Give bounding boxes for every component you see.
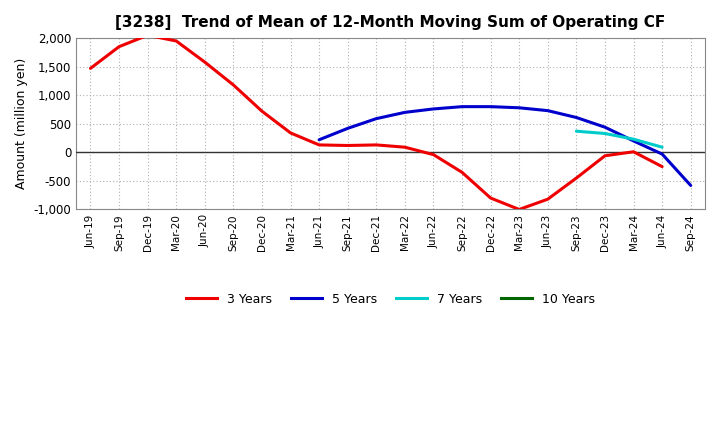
Legend: 3 Years, 5 Years, 7 Years, 10 Years: 3 Years, 5 Years, 7 Years, 10 Years <box>181 288 600 311</box>
Y-axis label: Amount (million yen): Amount (million yen) <box>15 58 28 189</box>
Title: [3238]  Trend of Mean of 12-Month Moving Sum of Operating CF: [3238] Trend of Mean of 12-Month Moving … <box>115 15 666 30</box>
